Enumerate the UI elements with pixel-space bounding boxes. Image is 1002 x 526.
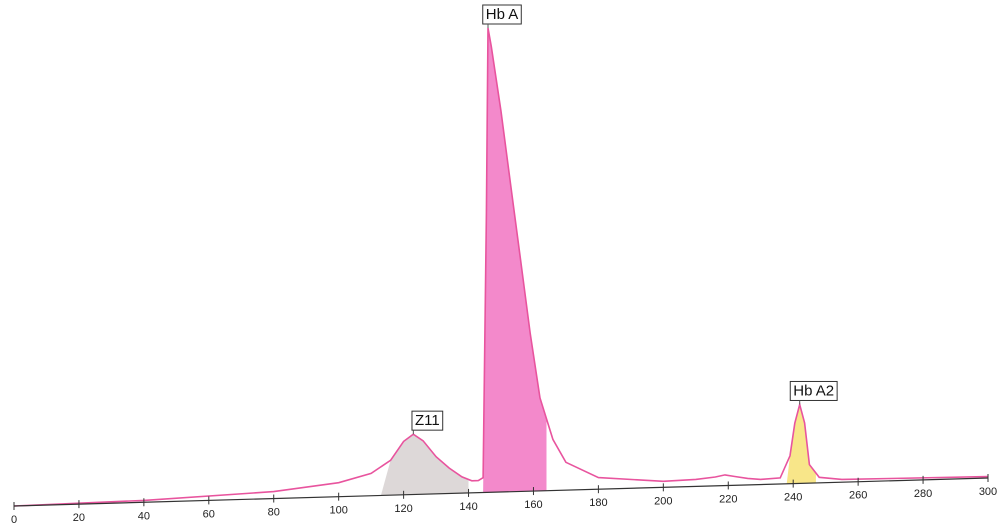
chromatogram-trace: [13, 27, 989, 507]
x-tick-label-280: 280: [914, 488, 932, 500]
x-tick-label-180: 180: [589, 497, 607, 509]
peak-fill-layer: [380, 28, 816, 496]
x-tick-label-60: 60: [203, 508, 215, 520]
x-tick-label-240: 240: [784, 492, 802, 504]
svg-text:Hb A: Hb A: [486, 6, 519, 23]
x-tick-label-40: 40: [138, 510, 150, 522]
peak-label-z11: Z11: [411, 410, 444, 435]
x-axis-baseline: [13, 477, 989, 507]
x-tick-label-160: 160: [524, 499, 542, 511]
x-tick-label-200: 200: [654, 495, 672, 507]
svg-text:Z11: Z11: [415, 412, 440, 429]
peak-area-z11: [380, 434, 469, 496]
svg-text:Hb A2: Hb A2: [793, 382, 834, 399]
peak-labels: Z11 Hb A Hb A2: [411, 4, 838, 435]
x-tick-label-300: 300: [979, 486, 997, 498]
x-tick-label-220: 220: [719, 493, 737, 505]
x-tick-label-100: 100: [329, 505, 347, 517]
x-tick-label-20: 20: [73, 512, 85, 524]
x-axis-ticks: 0 20 40 60 80 100 120 140 160 180 200 220 240 260 280 3…: [11, 474, 997, 526]
x-tick-label-120: 120: [394, 503, 412, 515]
x-tick-label-260: 260: [849, 490, 867, 502]
x-tick-label-80: 80: [268, 507, 280, 519]
x-tick-label-0: 0: [11, 514, 17, 526]
x-tick-label-140: 140: [459, 501, 477, 513]
peak-label-hb-a2: Hb A2: [789, 380, 838, 405]
peak-area-hb-a: [483, 28, 547, 493]
peak-label-hb-a: Hb A: [482, 4, 522, 28]
